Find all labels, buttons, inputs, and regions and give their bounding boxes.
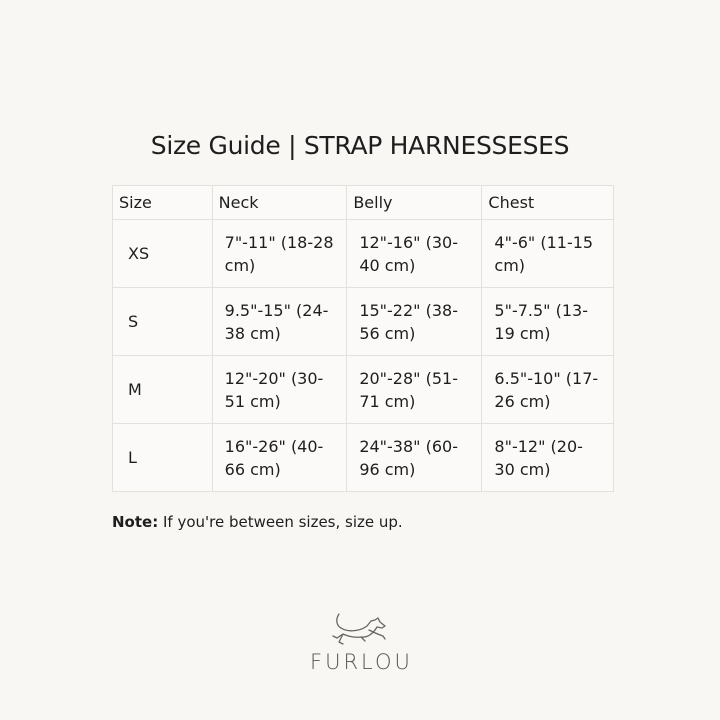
cell-neck: 7"-11" (18-28 cm) — [211, 219, 348, 288]
cell-neck: 16"-26" (40-66 cm) — [211, 423, 348, 492]
table-row: M 12"-20" (30-51 cm) 20"-28" (51-71 cm) 6.5… — [112, 355, 614, 424]
table-row: XS 7"-11" (18-28 cm) 12"-16" (30-40 cm) 4"-… — [112, 219, 614, 288]
cell-chest: 8"-12" (20-30 cm) — [481, 423, 614, 492]
note-label: Note: — [112, 513, 159, 531]
cell-neck: 9.5"-15" (24-38 cm) — [211, 287, 348, 356]
cell-chest: 4"-6" (11-15 cm) — [481, 219, 614, 288]
cell-belly: 20"-28" (51-71 cm) — [346, 355, 483, 424]
cell-belly: 15"-22" (38-56 cm) — [346, 287, 483, 356]
table-row: S 9.5"-15" (24-38 cm) 15"-22" (38-56 cm) 5"… — [112, 287, 614, 356]
note: Note: If you're between sizes, size up. — [112, 513, 403, 531]
table-header-row: Size Neck Belly Chest — [112, 185, 614, 220]
page-title: Size Guide | STRAP HARNESSESES — [150, 131, 570, 160]
cell-chest: 5"-7.5" (13-19 cm) — [481, 287, 614, 356]
header-neck: Neck — [211, 185, 348, 220]
cell-size: XS — [112, 219, 213, 288]
cell-size: L — [112, 423, 213, 492]
running-dog-icon — [332, 613, 386, 645]
table-row: L 16"-26" (40-66 cm) 24"-38" (60-96 cm) 8"-… — [112, 423, 614, 492]
cell-size: S — [112, 287, 213, 356]
brand-logo: FURLOU — [310, 608, 410, 674]
header-size: Size — [112, 185, 213, 220]
cell-chest: 6.5"-10" (17-26 cm) — [481, 355, 614, 424]
header-chest: Chest — [481, 185, 614, 220]
cell-neck: 12"-20" (30-51 cm) — [211, 355, 348, 424]
cell-belly: 12"-16" (30-40 cm) — [346, 219, 483, 288]
note-text: If you're between sizes, size up. — [158, 513, 403, 531]
logo-text: FURLOU — [310, 650, 413, 674]
size-table: Size Neck Belly Chest XS 7"-11" (18-28 cm… — [112, 185, 614, 492]
cell-size: M — [112, 355, 213, 424]
header-belly: Belly — [346, 185, 483, 220]
cell-belly: 24"-38" (60-96 cm) — [346, 423, 483, 492]
